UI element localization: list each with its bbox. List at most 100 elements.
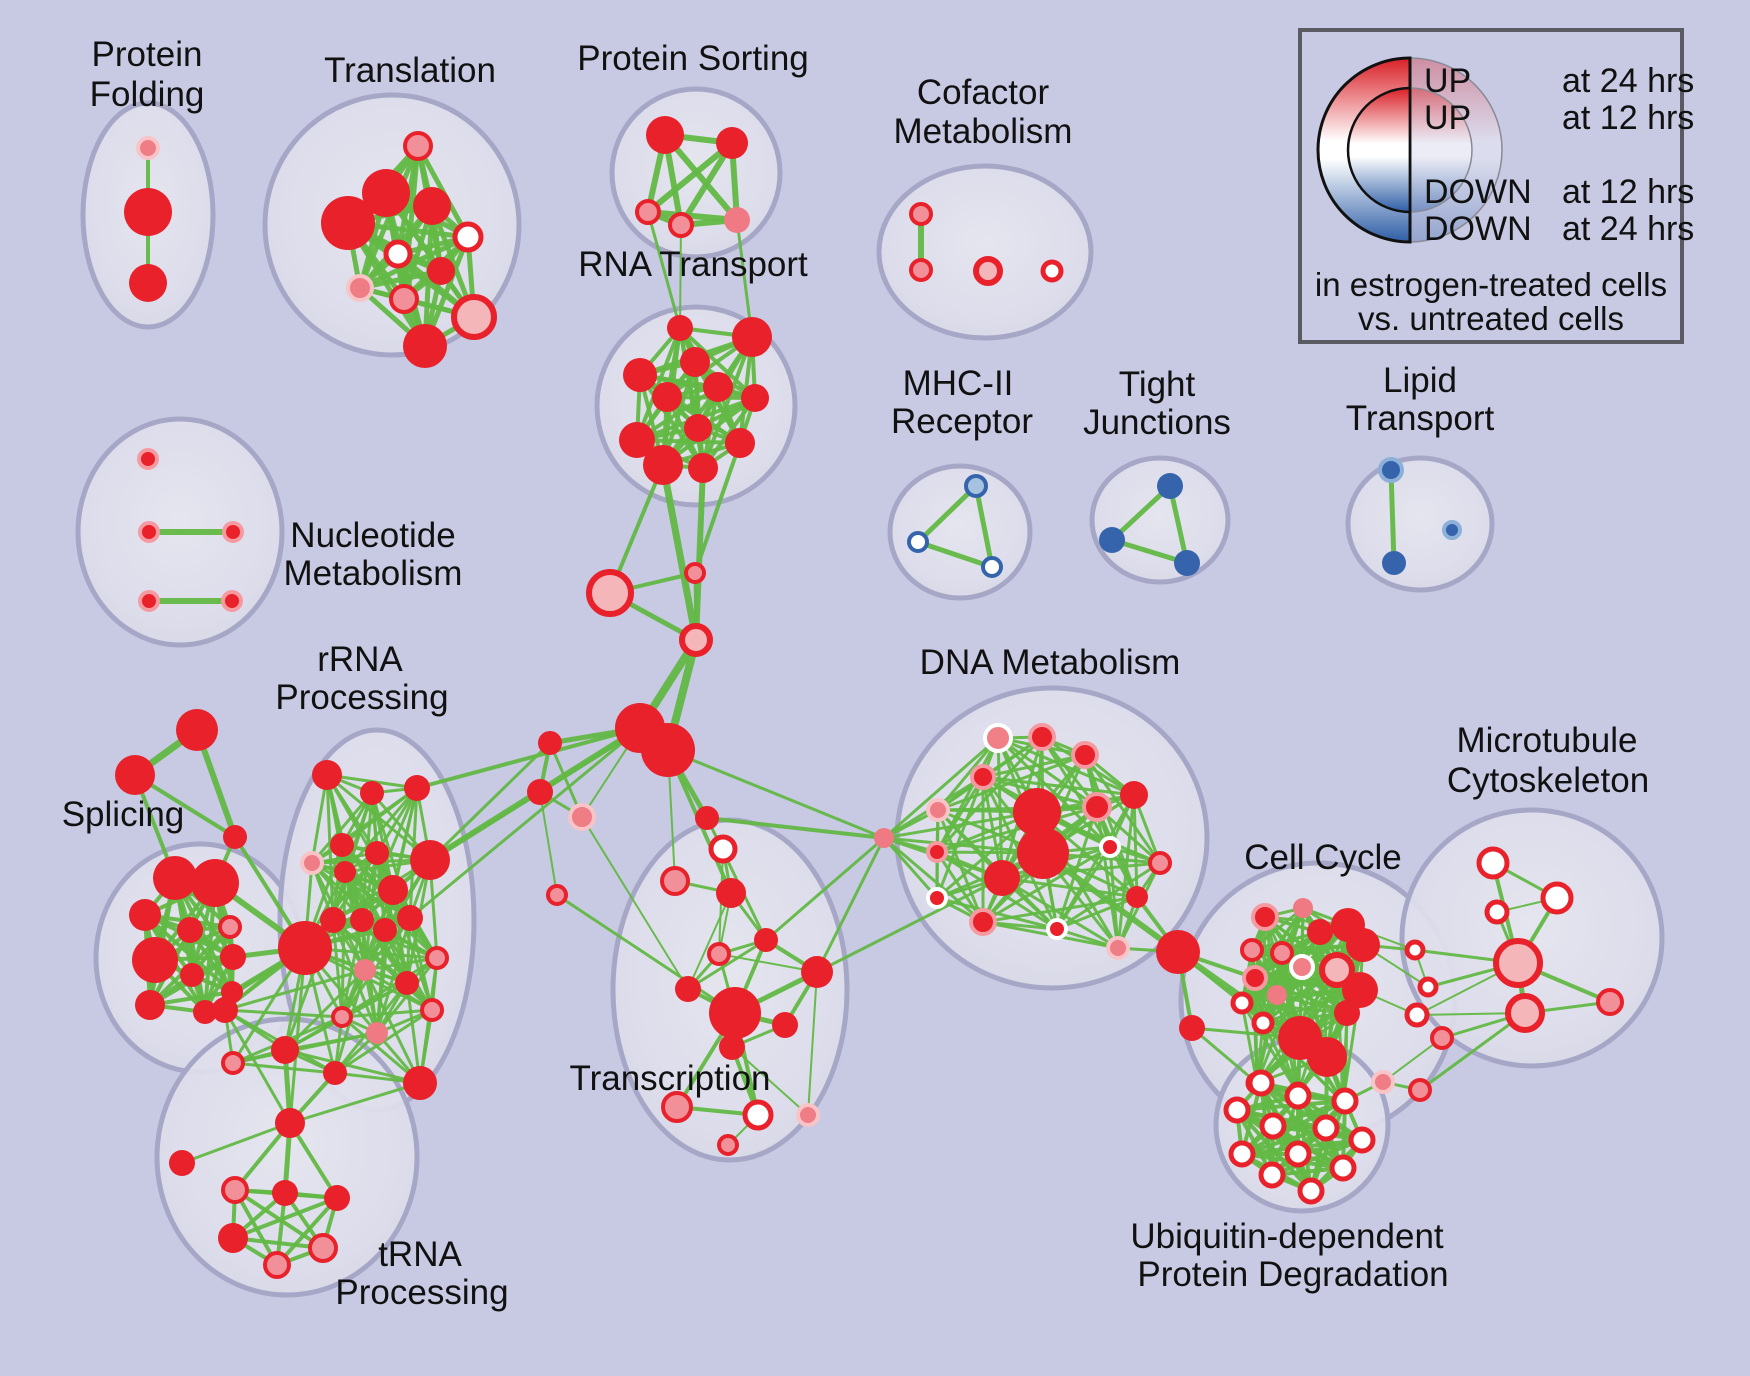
node-trna-2 — [221, 1176, 249, 1204]
network-edge — [638, 373, 705, 470]
legend-circle-inner-left — [1346, 86, 1412, 214]
node-ubiquitin-11 — [1297, 1177, 1325, 1205]
cluster-label-splicing: Splicing — [62, 795, 185, 834]
node-transcription-0 — [708, 834, 738, 864]
node-nucleotide-3 — [138, 590, 160, 612]
node-ubiquitin-6 — [1348, 1126, 1376, 1154]
node-cellcycle-16 — [1307, 1037, 1347, 1077]
cluster-label-lipid-1: Transport — [1346, 399, 1495, 438]
node-rrna-23 — [403, 1066, 437, 1100]
node-rrna-18 — [271, 1036, 299, 1064]
node-microtubule-1 — [1540, 881, 1574, 915]
node-dna-15 — [969, 908, 997, 936]
node-splice_tri-2 — [223, 825, 247, 849]
node-rrna-24 — [420, 998, 444, 1022]
node-rna_transport-2 — [680, 347, 710, 377]
node-dna-0 — [983, 723, 1013, 753]
node-translation-7 — [346, 274, 374, 302]
node-cellcycle-13 — [1342, 972, 1378, 1008]
network-edge — [231, 1031, 379, 1065]
node-ubiquitin-4 — [1259, 1112, 1287, 1140]
network-edge — [415, 726, 642, 790]
node-layer — [115, 116, 1624, 1279]
network-edge — [686, 938, 768, 991]
node-splicing-3 — [177, 917, 203, 943]
node-rrna-12 — [397, 905, 423, 931]
node-bridge-4 — [641, 723, 695, 777]
node-translation-1 — [362, 169, 410, 217]
node-rna_transport-5 — [703, 372, 733, 402]
node-bridge-5 — [538, 731, 562, 755]
network-edge — [936, 753, 1087, 812]
network-edge — [1055, 845, 1112, 931]
node-splicing-2 — [129, 899, 161, 931]
node-cellcycle-5 — [1319, 952, 1355, 988]
node-ubiquitin-9 — [1329, 1154, 1357, 1182]
node-bridge-0 — [684, 562, 706, 584]
node-protein_sorting-0 — [646, 116, 684, 154]
network-edge — [1382, 1037, 1443, 1083]
network-edge — [428, 790, 542, 862]
node-cellcycle-12 — [1346, 928, 1380, 962]
cluster-label-microtubule: Microtubule — [1457, 721, 1638, 760]
node-nucleotide-1 — [138, 521, 160, 543]
node-rrna-2 — [404, 775, 430, 801]
network-edge — [288, 1081, 422, 1125]
network-edge — [1000, 861, 1162, 880]
node-transcription-7 — [709, 987, 761, 1039]
node-dna-6 — [1082, 792, 1112, 822]
network-edge — [310, 786, 419, 865]
network-edge — [678, 140, 735, 228]
network-edge — [815, 836, 886, 974]
network-edge — [1240, 1001, 1259, 1085]
node-dna-11 — [984, 860, 1020, 896]
node-microtubule-5 — [1493, 938, 1543, 988]
network-edge — [1418, 1011, 1527, 1092]
node-rna_transport-1 — [732, 317, 772, 357]
node-bridge-7 — [568, 803, 596, 831]
network-edge — [1325, 923, 1350, 1059]
network-edge — [635, 326, 682, 442]
node-dna-8 — [926, 841, 948, 863]
cluster-label-lipid: Lipid — [1383, 361, 1457, 400]
network-edge — [973, 483, 995, 570]
node-dna-3 — [970, 764, 996, 790]
node-trna-7 — [263, 1251, 291, 1279]
node-splice_tri-1 — [115, 755, 155, 795]
cluster-label-ubiquitin-1: Protein Degradation — [1137, 1255, 1448, 1294]
node-protein_sorting-1 — [716, 127, 748, 159]
cluster-label-translation: Translation — [324, 51, 496, 90]
network-edge — [981, 753, 1087, 779]
legend-time-up12: at 12 hrs — [1562, 99, 1694, 137]
node-cellcycle-3 — [1270, 941, 1294, 965]
node-microtubule-8 — [1404, 1002, 1430, 1028]
node-ubiquitin-2 — [1331, 1087, 1359, 1115]
node-trna-1 — [169, 1150, 195, 1176]
node-dna-10 — [1017, 827, 1069, 879]
network-edge — [935, 735, 1044, 854]
node-bridge-11 — [1179, 1015, 1205, 1041]
network-edge — [935, 775, 985, 854]
cluster-label-protein_sorting: Protein Sorting — [577, 39, 809, 78]
network-edge — [310, 791, 374, 865]
network-edge — [1108, 845, 1120, 950]
node-ubiquitin-7 — [1228, 1140, 1256, 1168]
node-nucleotide-4 — [221, 590, 243, 612]
node-cellcycle-0 — [1251, 903, 1279, 931]
node-rrna-19 — [221, 1051, 245, 1075]
node-rrna-3 — [330, 833, 354, 857]
node-dna-18 — [1106, 936, 1130, 960]
node-rrna-22 — [323, 1061, 347, 1085]
node-translation-9 — [451, 294, 497, 340]
node-dna-1 — [1028, 723, 1056, 751]
legend-dir-up24: UP — [1424, 62, 1471, 100]
network-edge — [180, 1121, 292, 1165]
cluster-label-transcription: Transcription — [570, 1059, 771, 1098]
cluster-label-cofactor: Cofactor — [917, 73, 1050, 112]
node-rrna-8 — [378, 875, 408, 905]
network-edge — [1318, 930, 1329, 1059]
node-dna-5 — [1120, 781, 1148, 809]
cluster-label-nucleotide: Nucleotide — [290, 516, 455, 555]
node-microtubule-9 — [1430, 1026, 1454, 1050]
node-microtubule-3 — [1404, 939, 1426, 961]
